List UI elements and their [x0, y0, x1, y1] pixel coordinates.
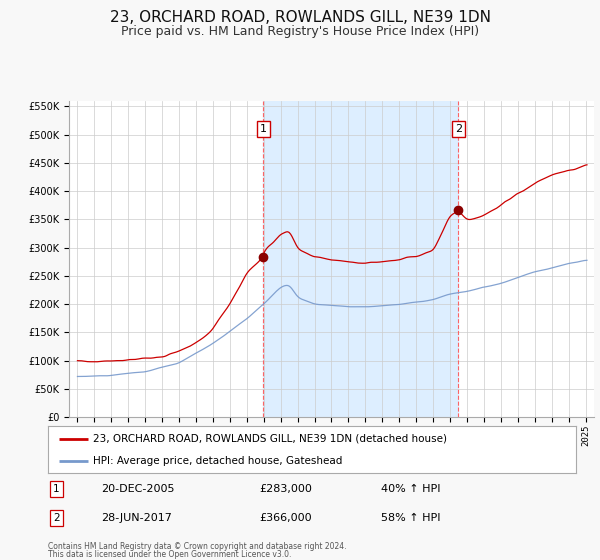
Text: 1: 1 — [53, 484, 60, 494]
Text: 58% ↑ HPI: 58% ↑ HPI — [380, 514, 440, 524]
Text: 2: 2 — [53, 514, 60, 524]
Text: HPI: Average price, detached house, Gateshead: HPI: Average price, detached house, Gate… — [93, 456, 342, 466]
Text: £366,000: £366,000 — [259, 514, 312, 524]
Text: Price paid vs. HM Land Registry's House Price Index (HPI): Price paid vs. HM Land Registry's House … — [121, 25, 479, 38]
Bar — [263, 101, 458, 417]
Text: 1: 1 — [260, 124, 267, 134]
Text: 40% ↑ HPI: 40% ↑ HPI — [380, 484, 440, 494]
Text: £283,000: £283,000 — [259, 484, 312, 494]
Text: 2: 2 — [455, 124, 462, 134]
Text: 23, ORCHARD ROAD, ROWLANDS GILL, NE39 1DN: 23, ORCHARD ROAD, ROWLANDS GILL, NE39 1D… — [110, 10, 491, 25]
Text: 23, ORCHARD ROAD, ROWLANDS GILL, NE39 1DN (detached house): 23, ORCHARD ROAD, ROWLANDS GILL, NE39 1D… — [93, 434, 447, 444]
Text: 28-JUN-2017: 28-JUN-2017 — [101, 514, 172, 524]
Text: 20-DEC-2005: 20-DEC-2005 — [101, 484, 175, 494]
Text: This data is licensed under the Open Government Licence v3.0.: This data is licensed under the Open Gov… — [48, 550, 292, 559]
Text: Contains HM Land Registry data © Crown copyright and database right 2024.: Contains HM Land Registry data © Crown c… — [48, 542, 347, 550]
